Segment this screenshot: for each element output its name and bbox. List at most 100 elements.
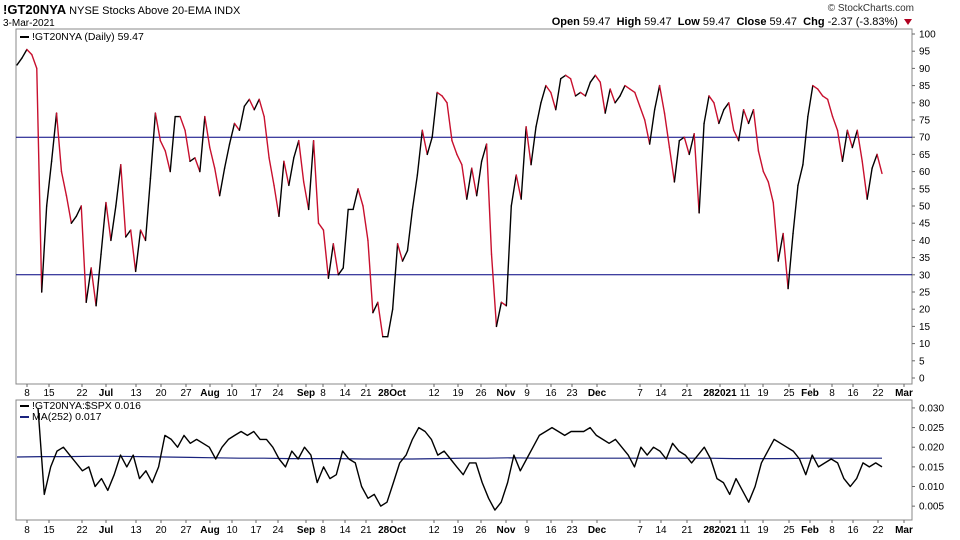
- main-xtick-label: 7: [637, 388, 643, 399]
- price-segment: [500, 301, 508, 307]
- ratio-xtick-label: 7: [637, 525, 643, 536]
- down-triangle-icon: [904, 19, 912, 26]
- price-segment: [545, 84, 552, 94]
- main-ytick-label: 95: [919, 47, 931, 58]
- main-ytick-label: 0: [919, 374, 925, 385]
- price-segment: [673, 139, 681, 183]
- ratio-xtick-label: 12: [428, 525, 440, 536]
- main-xtick-label: 8: [320, 388, 326, 399]
- ratio-xtick-label: 24: [272, 525, 284, 536]
- price-segment: [411, 174, 419, 211]
- main-xtick-label: Dec: [588, 388, 607, 399]
- main-xtick-label: 16: [847, 388, 859, 399]
- price-segment: [480, 143, 488, 162]
- ratio-xtick-label: 9: [524, 525, 530, 536]
- price-segment: [723, 102, 730, 111]
- price-segment: [194, 157, 201, 173]
- price-segment: [624, 84, 631, 90]
- price-segment: [233, 122, 241, 132]
- high-value: 59.47: [644, 16, 672, 28]
- price-segment: [214, 167, 221, 197]
- price-segment: [876, 153, 883, 175]
- main-ytick-label: 55: [919, 184, 931, 195]
- main-xtick-label: Feb: [801, 388, 819, 399]
- price-segment: [485, 143, 493, 255]
- main-xtick-label: 28Oct: [378, 388, 406, 399]
- price-segment: [515, 174, 522, 200]
- price-segment: [218, 167, 226, 197]
- price-segment: [298, 139, 305, 183]
- price-segment: [16, 57, 23, 66]
- price-segment: [535, 102, 542, 128]
- ratio-xtick-label: Aug: [200, 525, 219, 536]
- high-label: High: [616, 16, 642, 28]
- main-ytick-label: 50: [919, 202, 931, 213]
- price-segment: [737, 108, 745, 142]
- price-segment: [688, 133, 695, 156]
- price-segment: [55, 112, 63, 173]
- price-segment: [698, 122, 705, 214]
- open-label: Open: [551, 16, 580, 28]
- main-xtick-label: 11: [740, 388, 751, 399]
- price-segment: [169, 115, 176, 173]
- price-segment: [574, 91, 582, 97]
- main-xtick-label: Mar: [895, 388, 913, 399]
- price-segment: [866, 167, 873, 200]
- main-xtick-label: 9: [524, 388, 530, 399]
- main-ytick-label: 30: [919, 270, 931, 281]
- price-segment: [273, 184, 280, 218]
- price-segment: [367, 239, 374, 314]
- price-segment: [134, 229, 142, 273]
- main-xtick-label: 8: [829, 388, 835, 399]
- ratio-xtick-label: 19: [757, 525, 769, 536]
- price-segment: [475, 160, 483, 197]
- price-segment: [391, 243, 399, 310]
- main-ytick-label: 45: [919, 219, 931, 230]
- ratio-xtick-label: 282021: [703, 525, 737, 536]
- main-xtick-label: 21: [681, 388, 693, 399]
- price-segment: [21, 48, 28, 59]
- price-segment: [505, 205, 512, 307]
- price-segment: [387, 308, 394, 338]
- price-segment: [490, 253, 498, 328]
- price-segment: [817, 88, 824, 97]
- main-legend: !GT20NYA (Daily) 59.47: [32, 31, 144, 43]
- price-segment: [634, 91, 641, 107]
- main-ytick-label: 85: [919, 81, 931, 92]
- main-xtick-label: 22: [872, 388, 884, 399]
- price-segment: [110, 205, 117, 242]
- price-segment: [258, 98, 265, 118]
- main-xtick-label: 27: [180, 388, 192, 399]
- price-segment: [278, 160, 285, 218]
- price-segment: [609, 88, 616, 104]
- main-xtick-label: 20: [155, 388, 167, 399]
- price-segment: [510, 174, 517, 207]
- ratio-xtick-label: 14: [655, 525, 667, 536]
- price-segment: [619, 84, 626, 97]
- ratio-xtick-label: 27: [180, 525, 192, 536]
- ratio-xtick-label: 25: [783, 525, 795, 536]
- price-segment: [406, 208, 414, 252]
- main-xtick-label: 14: [339, 388, 351, 399]
- price-segment: [555, 78, 562, 111]
- price-segment: [772, 201, 779, 262]
- price-segment: [846, 129, 854, 149]
- price-segment: [841, 129, 849, 162]
- ohlc-readout: Open 59.47 High 59.47 Low 59.47 Close 59…: [552, 16, 912, 28]
- price-segment: [466, 167, 473, 200]
- main-ytick-label: 70: [919, 133, 931, 144]
- price-segment: [604, 88, 611, 114]
- price-segment: [139, 229, 147, 242]
- price-segment: [416, 129, 424, 176]
- price-segment: [802, 115, 809, 166]
- ratio-xtick-label: 16: [545, 525, 557, 536]
- price-segment: [530, 126, 537, 166]
- price-segment: [451, 139, 458, 156]
- main-ytick-label: 60: [919, 167, 931, 178]
- price-segment: [41, 205, 48, 293]
- main-xtick-label: 8: [24, 388, 30, 399]
- ratio-xtick-label: Dec: [588, 525, 607, 536]
- price-segment: [228, 122, 236, 145]
- ticker-symbol: !GT20NYA: [3, 2, 67, 17]
- ma-legend: MA(252) 0.017: [32, 411, 102, 423]
